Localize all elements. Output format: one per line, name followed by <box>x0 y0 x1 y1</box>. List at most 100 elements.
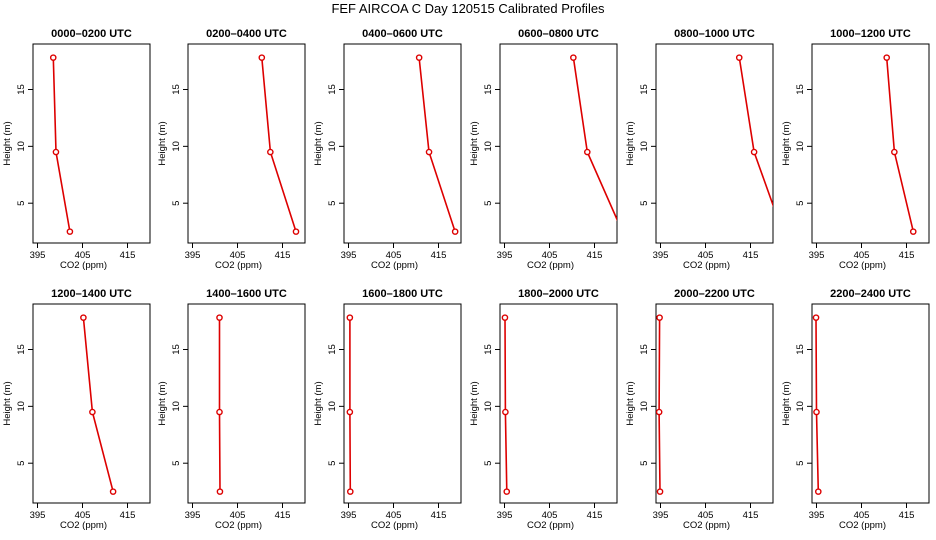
y-tick-label: 15 <box>639 84 650 95</box>
plot-frame <box>655 303 774 504</box>
x-axis-label: CO2 (ppm) <box>527 520 574 531</box>
panel-5: 0800–1000 UTC 395 405 415 CO2 (ppm) 5 10 15 Heig… <box>625 28 785 271</box>
panel-title: 0600–0800 UTC <box>518 28 599 40</box>
x-tick-label: 405 <box>854 510 870 521</box>
data-point <box>891 148 898 156</box>
data-point <box>52 148 60 156</box>
data-series <box>216 314 224 495</box>
data-point <box>584 148 591 156</box>
y-tick-label: 5 <box>327 201 338 206</box>
y-tick-label: 15 <box>171 344 182 355</box>
data-point <box>346 488 354 495</box>
y-axis-label: Height (m) <box>313 121 324 165</box>
x-axis-label: CO2 (ppm) <box>683 520 730 531</box>
panel-11: 2000–2200 UTC 395 405 415 CO2 (ppm) 5 10 15 Heig… <box>625 288 774 531</box>
y-tick-label: 5 <box>327 461 338 466</box>
data-point <box>49 54 57 61</box>
data-point <box>656 314 663 321</box>
y-tick-label: 10 <box>483 141 494 152</box>
series-line <box>885 57 915 232</box>
plot-frame <box>655 43 774 244</box>
panel-title: 1400–1600 UTC <box>206 288 287 300</box>
data-point <box>346 314 354 321</box>
plot-frame <box>32 43 151 244</box>
plot-frame <box>499 43 618 244</box>
data-point <box>415 54 423 61</box>
plot-frame <box>187 43 306 244</box>
y-tick-label: 10 <box>639 141 650 152</box>
data-point <box>109 488 117 495</box>
data-point <box>780 229 785 234</box>
plot-frame <box>343 43 462 244</box>
data-series <box>415 54 459 235</box>
x-tick-label: 395 <box>185 510 201 521</box>
panel-4: 0600–0800 UTC 395 405 415 CO2 (ppm) 5 10 15 Heig… <box>469 28 625 271</box>
y-axis-label: Height (m) <box>469 121 480 165</box>
data-point <box>216 314 223 321</box>
panel-6: 1000–1200 UTC 395 405 415 CO2 (ppm) 5 10 15 Heig… <box>781 28 930 271</box>
series-line <box>572 57 617 222</box>
x-tick-label: 415 <box>120 510 136 521</box>
y-tick-label: 5 <box>171 201 182 206</box>
x-tick-label: 415 <box>431 250 447 261</box>
y-tick-label: 10 <box>16 401 27 412</box>
x-tick-label: 405 <box>698 510 714 521</box>
y-tick-label: 5 <box>171 461 182 466</box>
y-tick-label: 15 <box>16 84 27 95</box>
panel-12: 2200–2400 UTC 395 405 415 CO2 (ppm) 5 10 15 Heig… <box>781 288 930 531</box>
series-line <box>815 317 820 492</box>
x-tick-label: 395 <box>809 510 825 521</box>
x-tick-label: 395 <box>341 510 357 521</box>
data-point <box>501 314 509 321</box>
panel-title: 1600–1800 UTC <box>362 288 443 300</box>
series-line <box>261 57 297 232</box>
data-point <box>267 148 274 156</box>
panel-2: 0200–0400 UTC 395 405 415 CO2 (ppm) 5 10 15 Heig… <box>157 28 306 271</box>
data-point <box>66 228 74 235</box>
panel-title: 1000–1200 UTC <box>830 28 911 40</box>
panel-7: 1200–1400 UTC 395 405 415 CO2 (ppm) 5 10 15 Heig… <box>2 288 151 531</box>
y-axis-label: Height (m) <box>625 381 636 425</box>
y-tick-label: 15 <box>171 84 182 95</box>
x-tick-label: 405 <box>386 510 402 521</box>
x-axis-label: CO2 (ppm) <box>683 260 730 271</box>
y-tick-label: 5 <box>795 201 806 206</box>
panel-8: 1400–1600 UTC 395 405 415 CO2 (ppm) 5 10 15 Heig… <box>157 288 306 531</box>
panel-title: 1800–2000 UTC <box>518 288 599 300</box>
y-tick-label: 5 <box>795 461 806 466</box>
x-tick-label: 395 <box>497 510 513 521</box>
data-point <box>216 488 224 495</box>
data-point <box>620 229 625 234</box>
data-point <box>346 408 354 416</box>
plot-frame <box>811 43 930 244</box>
x-axis-label: CO2 (ppm) <box>527 260 574 271</box>
y-axis-label: Height (m) <box>625 121 636 165</box>
x-tick-label: 395 <box>653 510 669 521</box>
data-point <box>570 54 577 61</box>
y-tick-label: 15 <box>16 344 27 355</box>
panel-10: 1800–2000 UTC 395 405 415 CO2 (ppm) 5 10 15 Heig… <box>469 288 618 531</box>
plot-frame <box>343 303 462 504</box>
y-axis-label: Height (m) <box>157 121 168 165</box>
x-tick-label: 405 <box>386 250 402 261</box>
y-tick-label: 5 <box>639 201 650 206</box>
data-point <box>292 228 300 235</box>
x-tick-label: 415 <box>120 250 136 261</box>
data-series <box>80 314 117 495</box>
y-tick-label: 15 <box>483 344 494 355</box>
panel-9: 1600–1800 UTC 395 405 415 CO2 (ppm) 5 10 15 Heig… <box>313 288 462 531</box>
data-point <box>656 488 664 495</box>
panel-title: 0200–0400 UTC <box>206 28 287 40</box>
y-axis-label: Height (m) <box>2 381 13 425</box>
data-point <box>258 54 266 61</box>
panel-title: 2000–2200 UTC <box>674 288 755 300</box>
plot-frame <box>811 303 930 504</box>
panel-title: 1200–1400 UTC <box>51 288 132 300</box>
data-point <box>909 228 917 235</box>
series-line <box>504 317 508 492</box>
x-tick-label: 395 <box>185 250 201 261</box>
plot-frame <box>499 303 618 504</box>
y-tick-label: 10 <box>171 141 182 152</box>
x-tick-label: 395 <box>497 250 513 261</box>
